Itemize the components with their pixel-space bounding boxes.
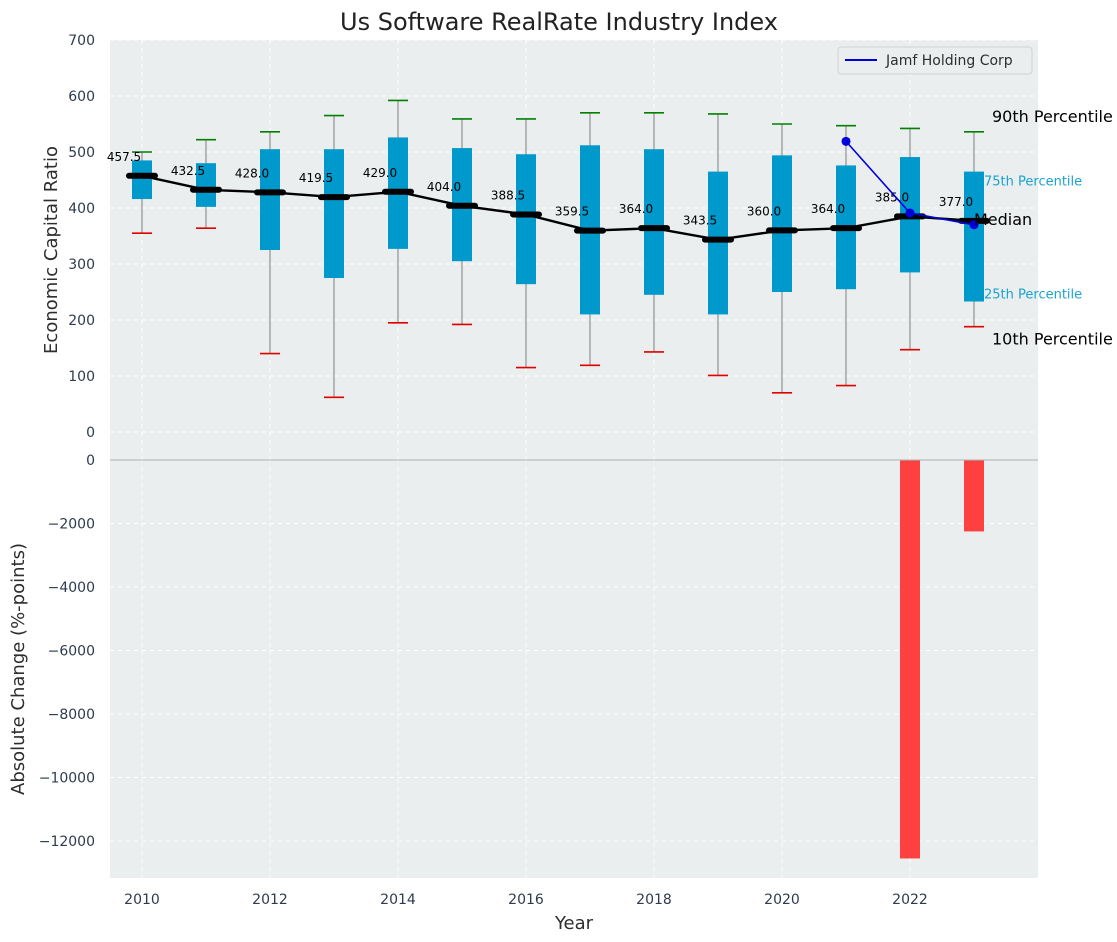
bottom-plot-area bbox=[110, 459, 1038, 878]
bottom-y-axis-label: Absolute Change (%-points) bbox=[8, 543, 29, 795]
iqr-box bbox=[196, 163, 216, 207]
bottom-y-ticks: 0 −2000 −4000 −6000 −8000 −10000 −12000 bbox=[39, 453, 95, 850]
median-value-label: 404.0 bbox=[427, 180, 461, 194]
change-bars bbox=[900, 460, 984, 859]
iqr-box bbox=[964, 171, 984, 302]
top-y-axis-label: Economic Capital Ratio bbox=[41, 146, 62, 354]
iqr-box bbox=[324, 149, 344, 278]
x-tick-label: 2020 bbox=[764, 892, 800, 908]
iqr-box bbox=[516, 154, 536, 285]
median-value-label: 388.5 bbox=[491, 188, 525, 202]
top-y-tick-label: 700 bbox=[68, 33, 95, 49]
top-y-tick-label: 0 bbox=[86, 425, 95, 441]
median-value-label: 429.0 bbox=[363, 166, 397, 180]
x-tick-label: 2010 bbox=[124, 892, 160, 908]
median-value-label: 377.0 bbox=[939, 195, 973, 209]
bottom-y-tick-label: 0 bbox=[86, 453, 95, 469]
change-bar bbox=[964, 460, 984, 532]
iqr-box bbox=[260, 149, 280, 250]
top-y-ticks: 0 100 200 300 400 500 600 700 bbox=[68, 33, 95, 441]
median-value-label: 385.0 bbox=[875, 190, 909, 204]
company-point bbox=[905, 208, 915, 218]
median-value-label: 359.5 bbox=[555, 205, 589, 219]
bottom-y-tick-label: −8000 bbox=[48, 707, 95, 723]
bottom-y-tick-label: −4000 bbox=[48, 580, 95, 596]
legend: Jamf Holding Corp bbox=[837, 46, 1033, 75]
bottom-y-tick-label: −6000 bbox=[48, 644, 95, 660]
top-y-tick-label: 500 bbox=[68, 145, 95, 161]
change-bar bbox=[900, 460, 920, 859]
x-axis-label: Year bbox=[554, 913, 594, 934]
x-tick-label: 2018 bbox=[636, 892, 672, 908]
x-tick-label: 2016 bbox=[508, 892, 544, 908]
median-value-label: 428.0 bbox=[235, 166, 269, 180]
bottom-y-tick-label: −12000 bbox=[39, 834, 95, 850]
median-value-label: 364.0 bbox=[619, 202, 653, 216]
x-tick-label: 2012 bbox=[252, 892, 288, 908]
annotation-25th-percentile: 25th Percentile bbox=[984, 288, 1082, 303]
top-y-tick-label: 300 bbox=[68, 257, 95, 273]
median-value-label: 432.5 bbox=[171, 164, 205, 178]
x-ticks: 2010 2012 2014 2016 2018 2020 2022 bbox=[124, 892, 928, 908]
median-value-label: 364.0 bbox=[811, 202, 845, 216]
iqr-box bbox=[132, 160, 152, 200]
percentile-annotations: 90th Percentile 75th Percentile Median 25th… bbox=[974, 107, 1113, 349]
median-value-label: 343.5 bbox=[683, 214, 717, 228]
x-tick-label: 2022 bbox=[892, 892, 928, 908]
chart-title: Us Software RealRate Industry Index bbox=[340, 8, 778, 36]
annotation-90th-percentile: 90th Percentile bbox=[992, 107, 1113, 126]
top-y-tick-label: 400 bbox=[68, 201, 95, 217]
top-y-tick-label: 100 bbox=[68, 369, 95, 385]
median-labels: 457.5 432.5 428.0 419.5 429.0 404.0 388.5 359.5… bbox=[107, 150, 973, 228]
legend-box bbox=[837, 46, 1033, 75]
box-plots bbox=[132, 99, 984, 399]
annotation-75th-percentile: 75th Percentile bbox=[984, 175, 1082, 190]
top-y-tick-label: 600 bbox=[68, 89, 95, 105]
legend-entry-label: Jamf Holding Corp bbox=[885, 53, 1013, 69]
company-point bbox=[969, 220, 979, 230]
median-value-label: 419.5 bbox=[299, 171, 333, 185]
iqr-box bbox=[772, 155, 792, 292]
annotation-median: Median bbox=[974, 210, 1032, 229]
median-value-label: 360.0 bbox=[747, 204, 781, 218]
company-point bbox=[841, 136, 851, 146]
top-plot-area bbox=[110, 40, 1038, 459]
median-value-label: 457.5 bbox=[107, 150, 141, 164]
bottom-y-tick-label: −10000 bbox=[39, 771, 95, 787]
company-series bbox=[841, 136, 979, 230]
median-line bbox=[126, 172, 990, 243]
bottom-y-tick-label: −2000 bbox=[48, 517, 95, 533]
iqr-box bbox=[708, 171, 728, 315]
annotation-10th-percentile: 10th Percentile bbox=[992, 330, 1113, 349]
top-y-tick-label: 200 bbox=[68, 313, 95, 329]
x-tick-label: 2014 bbox=[380, 892, 416, 908]
iqr-box bbox=[644, 149, 664, 295]
